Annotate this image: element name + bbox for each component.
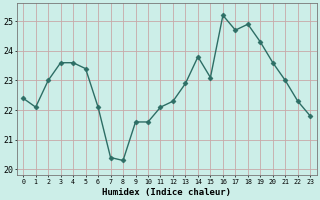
X-axis label: Humidex (Indice chaleur): Humidex (Indice chaleur) bbox=[102, 188, 231, 197]
